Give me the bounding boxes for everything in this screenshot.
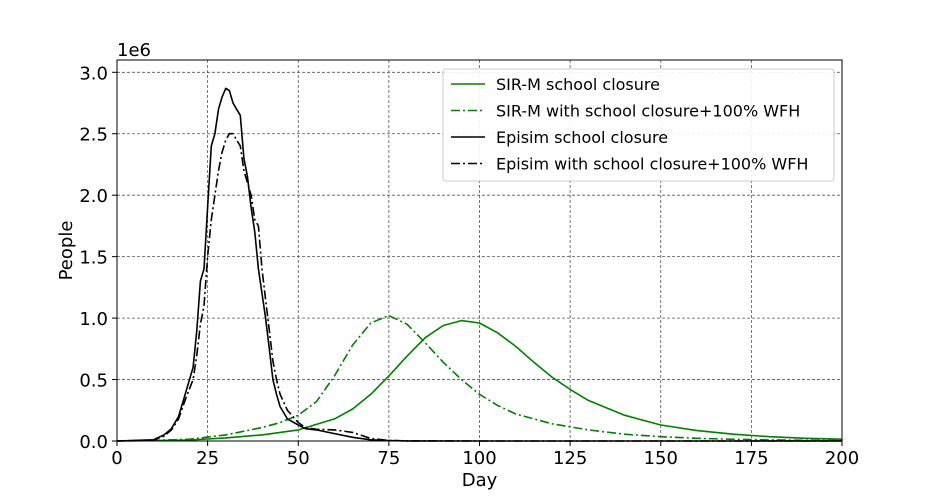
- series-line-2: [116, 87, 842, 442]
- y-tick-label: 1.5: [79, 248, 108, 269]
- legend-label-2: Episim school closure: [496, 128, 668, 147]
- y-axis-label: People: [56, 221, 77, 281]
- x-tick-label: 150: [644, 448, 678, 469]
- y-tick-label: 0.5: [79, 371, 108, 392]
- series-line-0: [116, 319, 843, 442]
- legend-label-3: Episim with school closure+100% WFH: [496, 155, 808, 174]
- x-tick-label: 75: [377, 448, 400, 469]
- legend-label-1: SIR-M with school closure+100% WFH: [496, 102, 800, 121]
- legend-label-0: SIR-M school closure: [496, 75, 660, 94]
- x-tick-label: 50: [287, 448, 310, 469]
- x-tick-label: 125: [553, 448, 587, 469]
- y-multiplier-label: 1e6: [117, 40, 151, 61]
- y-tick-label: 2.0: [79, 186, 108, 207]
- x-axis-label: Day: [462, 470, 498, 491]
- y-tick-label: 0.0: [79, 432, 108, 453]
- x-tick-label: 200: [825, 448, 859, 469]
- series-line-3: [116, 132, 842, 442]
- series-lines: [116, 87, 843, 442]
- x-tick-label: 175: [734, 448, 768, 469]
- legend-box: [442, 68, 835, 182]
- legend: SIR-M school closure SIR-M with school cl…: [442, 68, 835, 182]
- y-tick-label: 3.0: [79, 63, 108, 84]
- x-tick-label: 25: [196, 448, 219, 469]
- y-tick-label: 1.0: [79, 309, 108, 330]
- axis-ticks: 0 25 50 75 100 125 150 175 200 0.0 0.5 1.0 1.5 2.0 2.5…: [79, 63, 859, 469]
- y-tick-label: 2.5: [79, 125, 108, 146]
- x-tick-label: 0: [111, 448, 122, 469]
- x-tick-label: 100: [462, 448, 496, 469]
- series-line-1: [116, 314, 843, 442]
